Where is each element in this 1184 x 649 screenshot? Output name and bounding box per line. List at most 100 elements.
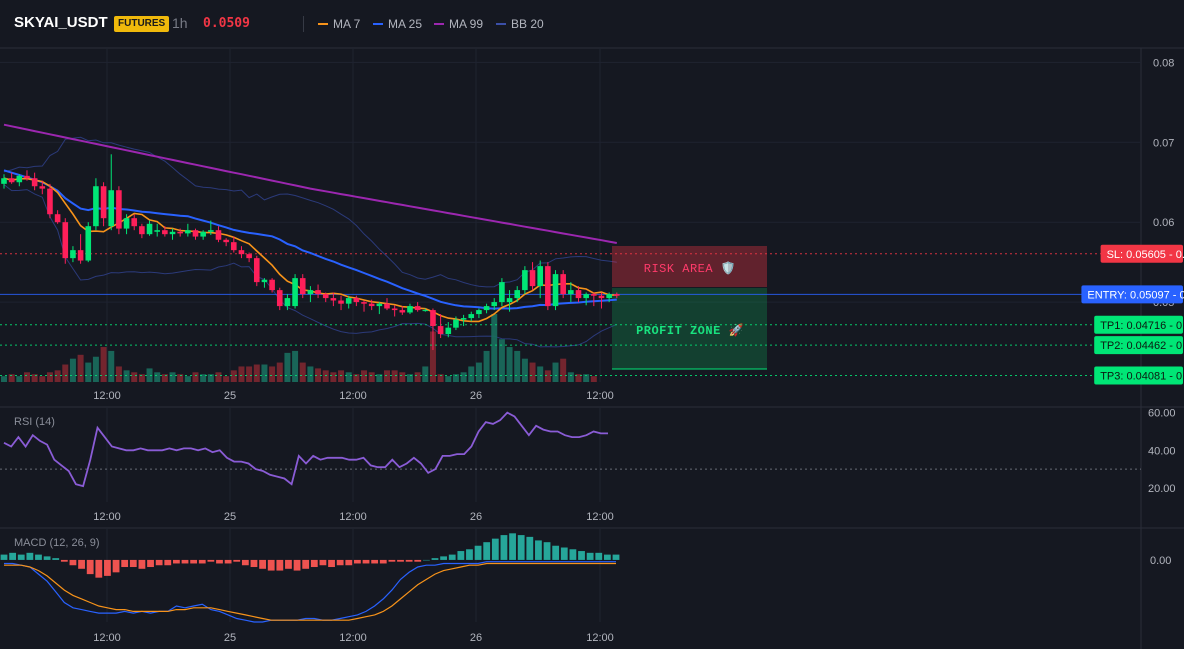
macd-hist-bar: [190, 559, 198, 564]
macd-hist-bar: [526, 536, 534, 560]
macd-hist-bar: [43, 556, 51, 560]
macd-hist-bar: [422, 559, 430, 561]
candle-body: [39, 186, 46, 189]
level-tag-text: TP1: 0.04716 - 0.05: [1100, 320, 1184, 332]
volume-bar: [406, 374, 413, 382]
macd-hist-bar: [207, 559, 215, 562]
timeframe-label[interactable]: 1h: [172, 15, 188, 31]
candle-body: [208, 230, 214, 232]
volume-bar: [445, 376, 452, 382]
candle-body: [54, 214, 61, 223]
candle-body: [200, 231, 206, 237]
volume-bar: [123, 370, 130, 382]
legend-label: MA 7: [333, 17, 361, 31]
macd-signal-line: [4, 562, 616, 621]
macd-hist-bar: [172, 559, 180, 564]
macd-hist-bar: [26, 552, 34, 560]
legend-ma25[interactable]: MA 25: [373, 16, 422, 32]
candle-body: [537, 266, 543, 287]
macd-hist-bar: [276, 559, 284, 571]
volume-bar: [345, 372, 352, 382]
volume-bar: [115, 366, 122, 382]
macd-hist-bar: [164, 559, 172, 566]
volume-bar: [192, 372, 199, 382]
candle-body: [192, 230, 199, 237]
volume-bar: [276, 362, 283, 382]
candle-body: [231, 242, 237, 251]
symbol-title[interactable]: SKYAI_USDT: [14, 14, 108, 31]
candle-body: [361, 302, 367, 304]
bollinger-bands: [3, 136, 618, 348]
volume-bar: [560, 358, 567, 382]
profit-zone[interactable]: [612, 288, 767, 369]
legend-bb20[interactable]: BB 20: [496, 16, 544, 32]
level-tags: SL: 0.05605 - 0.06 ENTRY: 0.05097 - 0.05 T…: [1081, 244, 1184, 385]
legend-ma7[interactable]: MA 7: [318, 16, 360, 32]
macd-hist-bar: [414, 559, 422, 562]
candle-body: [322, 294, 329, 299]
rsi-pane: [0, 411, 1141, 488]
candlesticks[interactable]: [1, 154, 620, 351]
candle-body: [476, 310, 482, 315]
rsi-axis-label: 60.00: [1148, 408, 1176, 420]
macd-hist-bar: [595, 552, 603, 560]
volume-bar: [544, 370, 551, 382]
macd-hist-bar: [17, 554, 25, 560]
candle-body: [591, 294, 597, 296]
macd-hist-bar: [259, 559, 266, 569]
level-tag-text: SL: 0.05605 - 0.06: [1107, 249, 1184, 261]
volume-bar: [184, 376, 191, 382]
volume-bar: [54, 370, 61, 382]
candle-body: [292, 278, 298, 307]
volume-bars: [1, 314, 597, 382]
volume-bar: [429, 331, 436, 382]
volume-bar: [468, 366, 475, 382]
volume-bar: [92, 356, 99, 382]
level-tag: TP2: 0.04462 - 0.04: [1094, 336, 1184, 355]
volume-bar: [583, 374, 590, 382]
macd-hist-bar: [52, 558, 60, 560]
volume-bar: [521, 358, 528, 382]
level-tag: TP3: 0.04081 - 0.04: [1094, 366, 1184, 385]
volume-bar: [307, 366, 314, 382]
volume-bar: [46, 372, 53, 382]
macd-hist-bar: [250, 559, 258, 568]
volume-bar: [491, 314, 498, 382]
trade-zones[interactable]: RISK AREA 🛡️ PROFIT ZONE 🚀: [612, 246, 767, 370]
candle-body: [116, 190, 122, 229]
legend-ma99[interactable]: MA 99: [434, 16, 483, 32]
candle-body: [131, 218, 138, 227]
volume-bar: [552, 362, 559, 382]
volume-bar: [361, 370, 368, 382]
volume-bar: [16, 376, 23, 382]
chart-header: SKYAI_USDT FUTURES 1h 0.0509 MA 7 MA 25 …: [0, 0, 1184, 48]
time-axis-label: 12:00: [586, 390, 614, 402]
macd-hist-bar: [345, 559, 353, 566]
candle-body: [437, 326, 444, 335]
rsi-line: [3, 411, 608, 488]
volume-bar: [284, 352, 291, 382]
volume-bar: [223, 376, 230, 382]
volume-bar: [108, 350, 115, 382]
level-tag-text: ENTRY: 0.05097 - 0.05: [1087, 289, 1184, 301]
candle-body: [261, 279, 268, 283]
volume-bar: [368, 372, 375, 382]
volume-bar: [315, 368, 322, 382]
macd-hist-bar: [440, 556, 448, 560]
candle-body: [276, 290, 283, 307]
candle-body: [583, 294, 589, 299]
level-tag-text: TP3: 0.04081 - 0.04: [1100, 371, 1184, 383]
level-tag-text: TP2: 0.04462 - 0.04: [1100, 340, 1184, 352]
level-tag-box: [1094, 366, 1183, 385]
candle-body: [568, 290, 574, 295]
volume-bar: [31, 374, 38, 382]
macd-hist-bar: [362, 559, 370, 564]
risk-area-zone[interactable]: [612, 246, 767, 287]
time-axis-label: 12:00: [586, 511, 614, 523]
volume-bar: [200, 374, 207, 382]
candle-body: [491, 302, 498, 307]
candle-body: [460, 318, 467, 320]
candle-body: [85, 226, 92, 261]
risk-area-label: RISK AREA 🛡️: [644, 261, 736, 276]
